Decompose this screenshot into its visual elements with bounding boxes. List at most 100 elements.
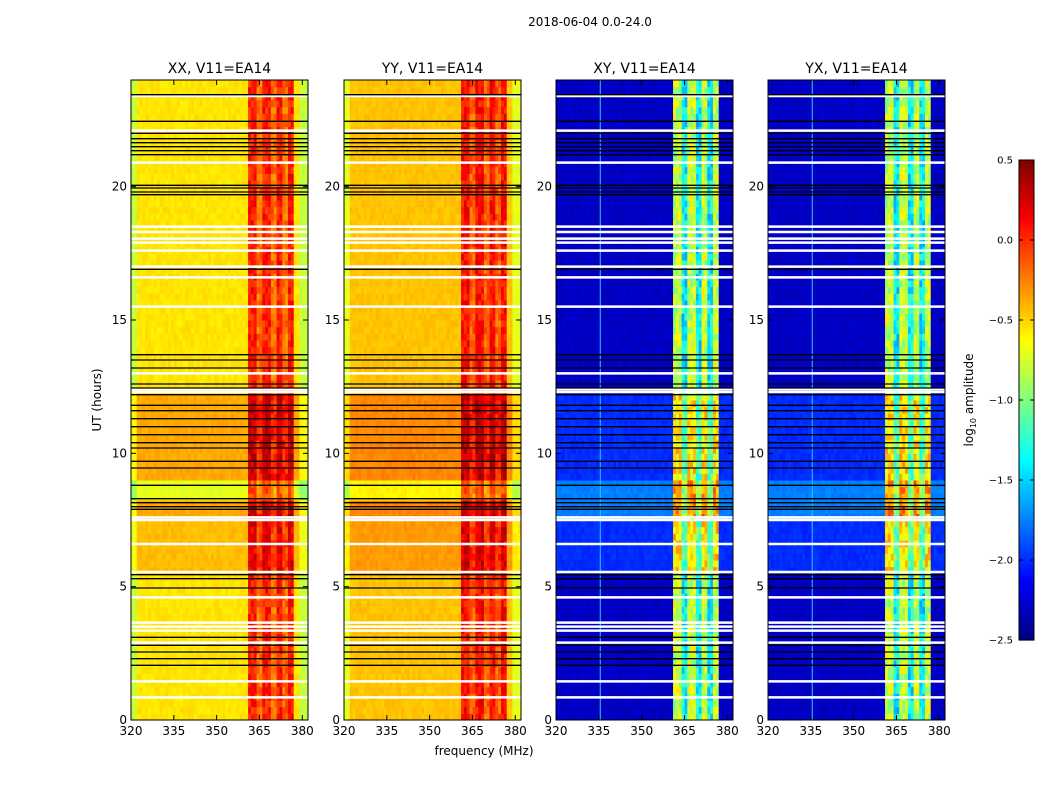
colorbar-segment [1019, 316, 1034, 321]
colorbar-segment [1019, 292, 1034, 297]
x-tick-label: 320 [545, 724, 568, 738]
colorbar-segment [1019, 300, 1034, 305]
colorbar-segment [1019, 412, 1034, 417]
x-tick-label: 380 [291, 724, 314, 738]
colorbar-segment [1019, 436, 1034, 441]
colorbar-segment [1019, 600, 1034, 605]
y-tick-label: 15 [325, 313, 340, 327]
colorbar-tick-label: 0.5 [997, 156, 1013, 167]
colorbar-segment [1019, 424, 1034, 429]
colorbar-segment [1019, 572, 1034, 577]
colorbar-segment [1019, 632, 1034, 637]
colorbar-segment [1019, 260, 1034, 265]
colorbar-segment [1019, 288, 1034, 293]
panel-xx: XX, V11=EA14 320 335 350 365 380 0 5 10 15 20 [112, 61, 314, 738]
colorbar-segment [1019, 476, 1034, 481]
x-tick-label: 365 [673, 724, 696, 738]
colorbar-segment [1019, 208, 1034, 213]
colorbar-segment [1019, 536, 1034, 541]
colorbar-segment [1019, 540, 1034, 545]
colorbar-segment [1019, 376, 1034, 381]
colorbar-segment [1019, 344, 1034, 349]
heatmap-image [344, 80, 521, 720]
colorbar-segment [1019, 164, 1034, 169]
colorbar-segment [1019, 348, 1034, 353]
colorbar-segment [1019, 232, 1034, 237]
colorbar-segment [1019, 472, 1034, 477]
colorbar-tick-label: −1.0 [989, 396, 1013, 407]
y-tick-label: 10 [112, 446, 127, 460]
colorbar-segment [1019, 432, 1034, 437]
colorbar-segment [1019, 416, 1034, 421]
colorbar-segment [1019, 480, 1034, 485]
y-tick-label: 0 [332, 713, 340, 727]
colorbar-segment [1019, 524, 1034, 529]
colorbar-segment [1019, 364, 1034, 369]
colorbar-segment [1019, 308, 1034, 313]
colorbar-segment [1019, 276, 1034, 281]
colorbar-segment [1019, 608, 1034, 613]
colorbar-segment [1019, 264, 1034, 269]
x-tick-label: 365 [461, 724, 484, 738]
colorbar-segment [1019, 564, 1034, 569]
colorbar-segment [1019, 176, 1034, 181]
colorbar-segment [1019, 440, 1034, 445]
colorbar-segment [1019, 420, 1034, 425]
x-tick-label: 365 [885, 724, 908, 738]
colorbar-segment [1019, 548, 1034, 553]
colorbar-segment [1019, 256, 1034, 261]
heatmap-image [131, 80, 308, 720]
colorbar-tick-label: 0.0 [997, 236, 1013, 247]
colorbar-segment [1019, 404, 1034, 409]
colorbar-segment [1019, 324, 1034, 329]
colorbar-segment [1019, 332, 1034, 337]
y-tick-label: 10 [537, 446, 552, 460]
colorbar-segment [1019, 328, 1034, 333]
colorbar-segment [1019, 392, 1034, 397]
y-axis-label: UT (hours) [90, 368, 104, 431]
colorbar-segment [1019, 236, 1034, 241]
axes-frame [555, 79, 734, 721]
colorbar-segment [1019, 228, 1034, 233]
colorbar-segment [1019, 408, 1034, 413]
colorbar-label-subscript: 10 [969, 418, 978, 428]
y-tick-label: 20 [325, 180, 340, 194]
colorbar-segment [1019, 396, 1034, 401]
colorbar-segment [1019, 500, 1034, 505]
x-tick-label: 320 [757, 724, 780, 738]
colorbar-segment [1019, 296, 1034, 301]
colorbar-segment [1019, 584, 1034, 589]
colorbar-segment [1019, 444, 1034, 449]
colorbar-label: log10 amplitude [962, 354, 978, 447]
colorbar-segment [1019, 596, 1034, 601]
colorbar-segment [1019, 508, 1034, 513]
colorbar-segment [1019, 576, 1034, 581]
colorbar-segment [1019, 340, 1034, 345]
panel-yx: YX, V11=EA14 320 335 350 365 380 0 5 10 15 20 [749, 61, 951, 738]
y-tick-label: 20 [537, 180, 552, 194]
colorbar-segment [1019, 196, 1034, 201]
colorbar-segment [1019, 496, 1034, 501]
colorbar-segment [1019, 352, 1034, 357]
colorbar-segment [1019, 336, 1034, 341]
colorbar-tick-label: −2.0 [989, 556, 1013, 567]
colorbar-segment [1019, 448, 1034, 453]
colorbar-segment [1019, 320, 1034, 325]
colorbar-segment [1019, 192, 1034, 197]
x-tick-label: 350 [418, 724, 441, 738]
panel-yy: YY, V11=EA14 320 335 350 365 380 0 5 10 15 20 [325, 61, 527, 738]
colorbar-tick-label: −1.5 [989, 476, 1013, 487]
x-tick-label: 380 [504, 724, 527, 738]
x-tick-label: 350 [205, 724, 228, 738]
colorbar-segment [1019, 488, 1034, 493]
y-tick-label: 5 [756, 580, 764, 594]
colorbar-segment [1019, 280, 1034, 285]
x-tick-label: 335 [162, 724, 185, 738]
colorbar-segment [1019, 624, 1034, 629]
colorbar-segment [1019, 224, 1034, 229]
x-tick-label: 350 [842, 724, 865, 738]
colorbar-segment [1019, 512, 1034, 517]
y-tick-label: 15 [749, 313, 764, 327]
colorbar-tick-label: −0.5 [989, 316, 1013, 327]
colorbar-segment [1019, 200, 1034, 205]
